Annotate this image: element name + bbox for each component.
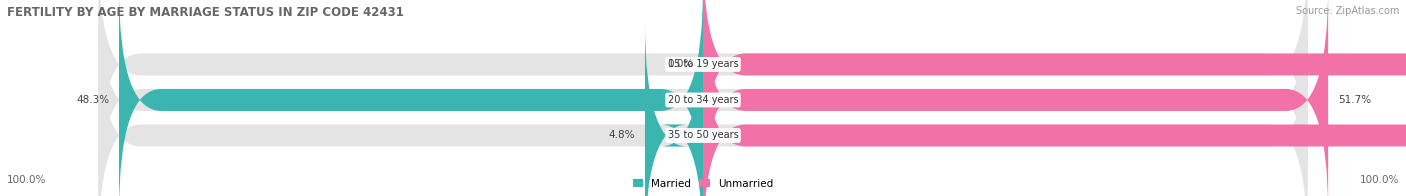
Text: 48.3%: 48.3% <box>76 95 110 105</box>
FancyBboxPatch shape <box>98 0 1308 178</box>
Text: 15 to 19 years: 15 to 19 years <box>668 59 738 69</box>
FancyBboxPatch shape <box>703 22 1406 196</box>
Text: 0.0%: 0.0% <box>666 59 693 69</box>
FancyBboxPatch shape <box>703 0 1329 196</box>
Text: 100.0%: 100.0% <box>7 175 46 185</box>
Text: 100.0%: 100.0% <box>1360 175 1399 185</box>
Text: 4.8%: 4.8% <box>609 131 636 141</box>
FancyBboxPatch shape <box>98 22 1308 196</box>
FancyBboxPatch shape <box>98 0 1308 196</box>
Legend: Married, Unmarried: Married, Unmarried <box>633 179 773 189</box>
Text: 20 to 34 years: 20 to 34 years <box>668 95 738 105</box>
FancyBboxPatch shape <box>703 0 1406 178</box>
FancyBboxPatch shape <box>120 0 703 196</box>
FancyBboxPatch shape <box>645 22 703 196</box>
Text: 51.7%: 51.7% <box>1339 95 1371 105</box>
Text: 35 to 50 years: 35 to 50 years <box>668 131 738 141</box>
Text: Source: ZipAtlas.com: Source: ZipAtlas.com <box>1295 6 1399 16</box>
Text: FERTILITY BY AGE BY MARRIAGE STATUS IN ZIP CODE 42431: FERTILITY BY AGE BY MARRIAGE STATUS IN Z… <box>7 6 404 19</box>
